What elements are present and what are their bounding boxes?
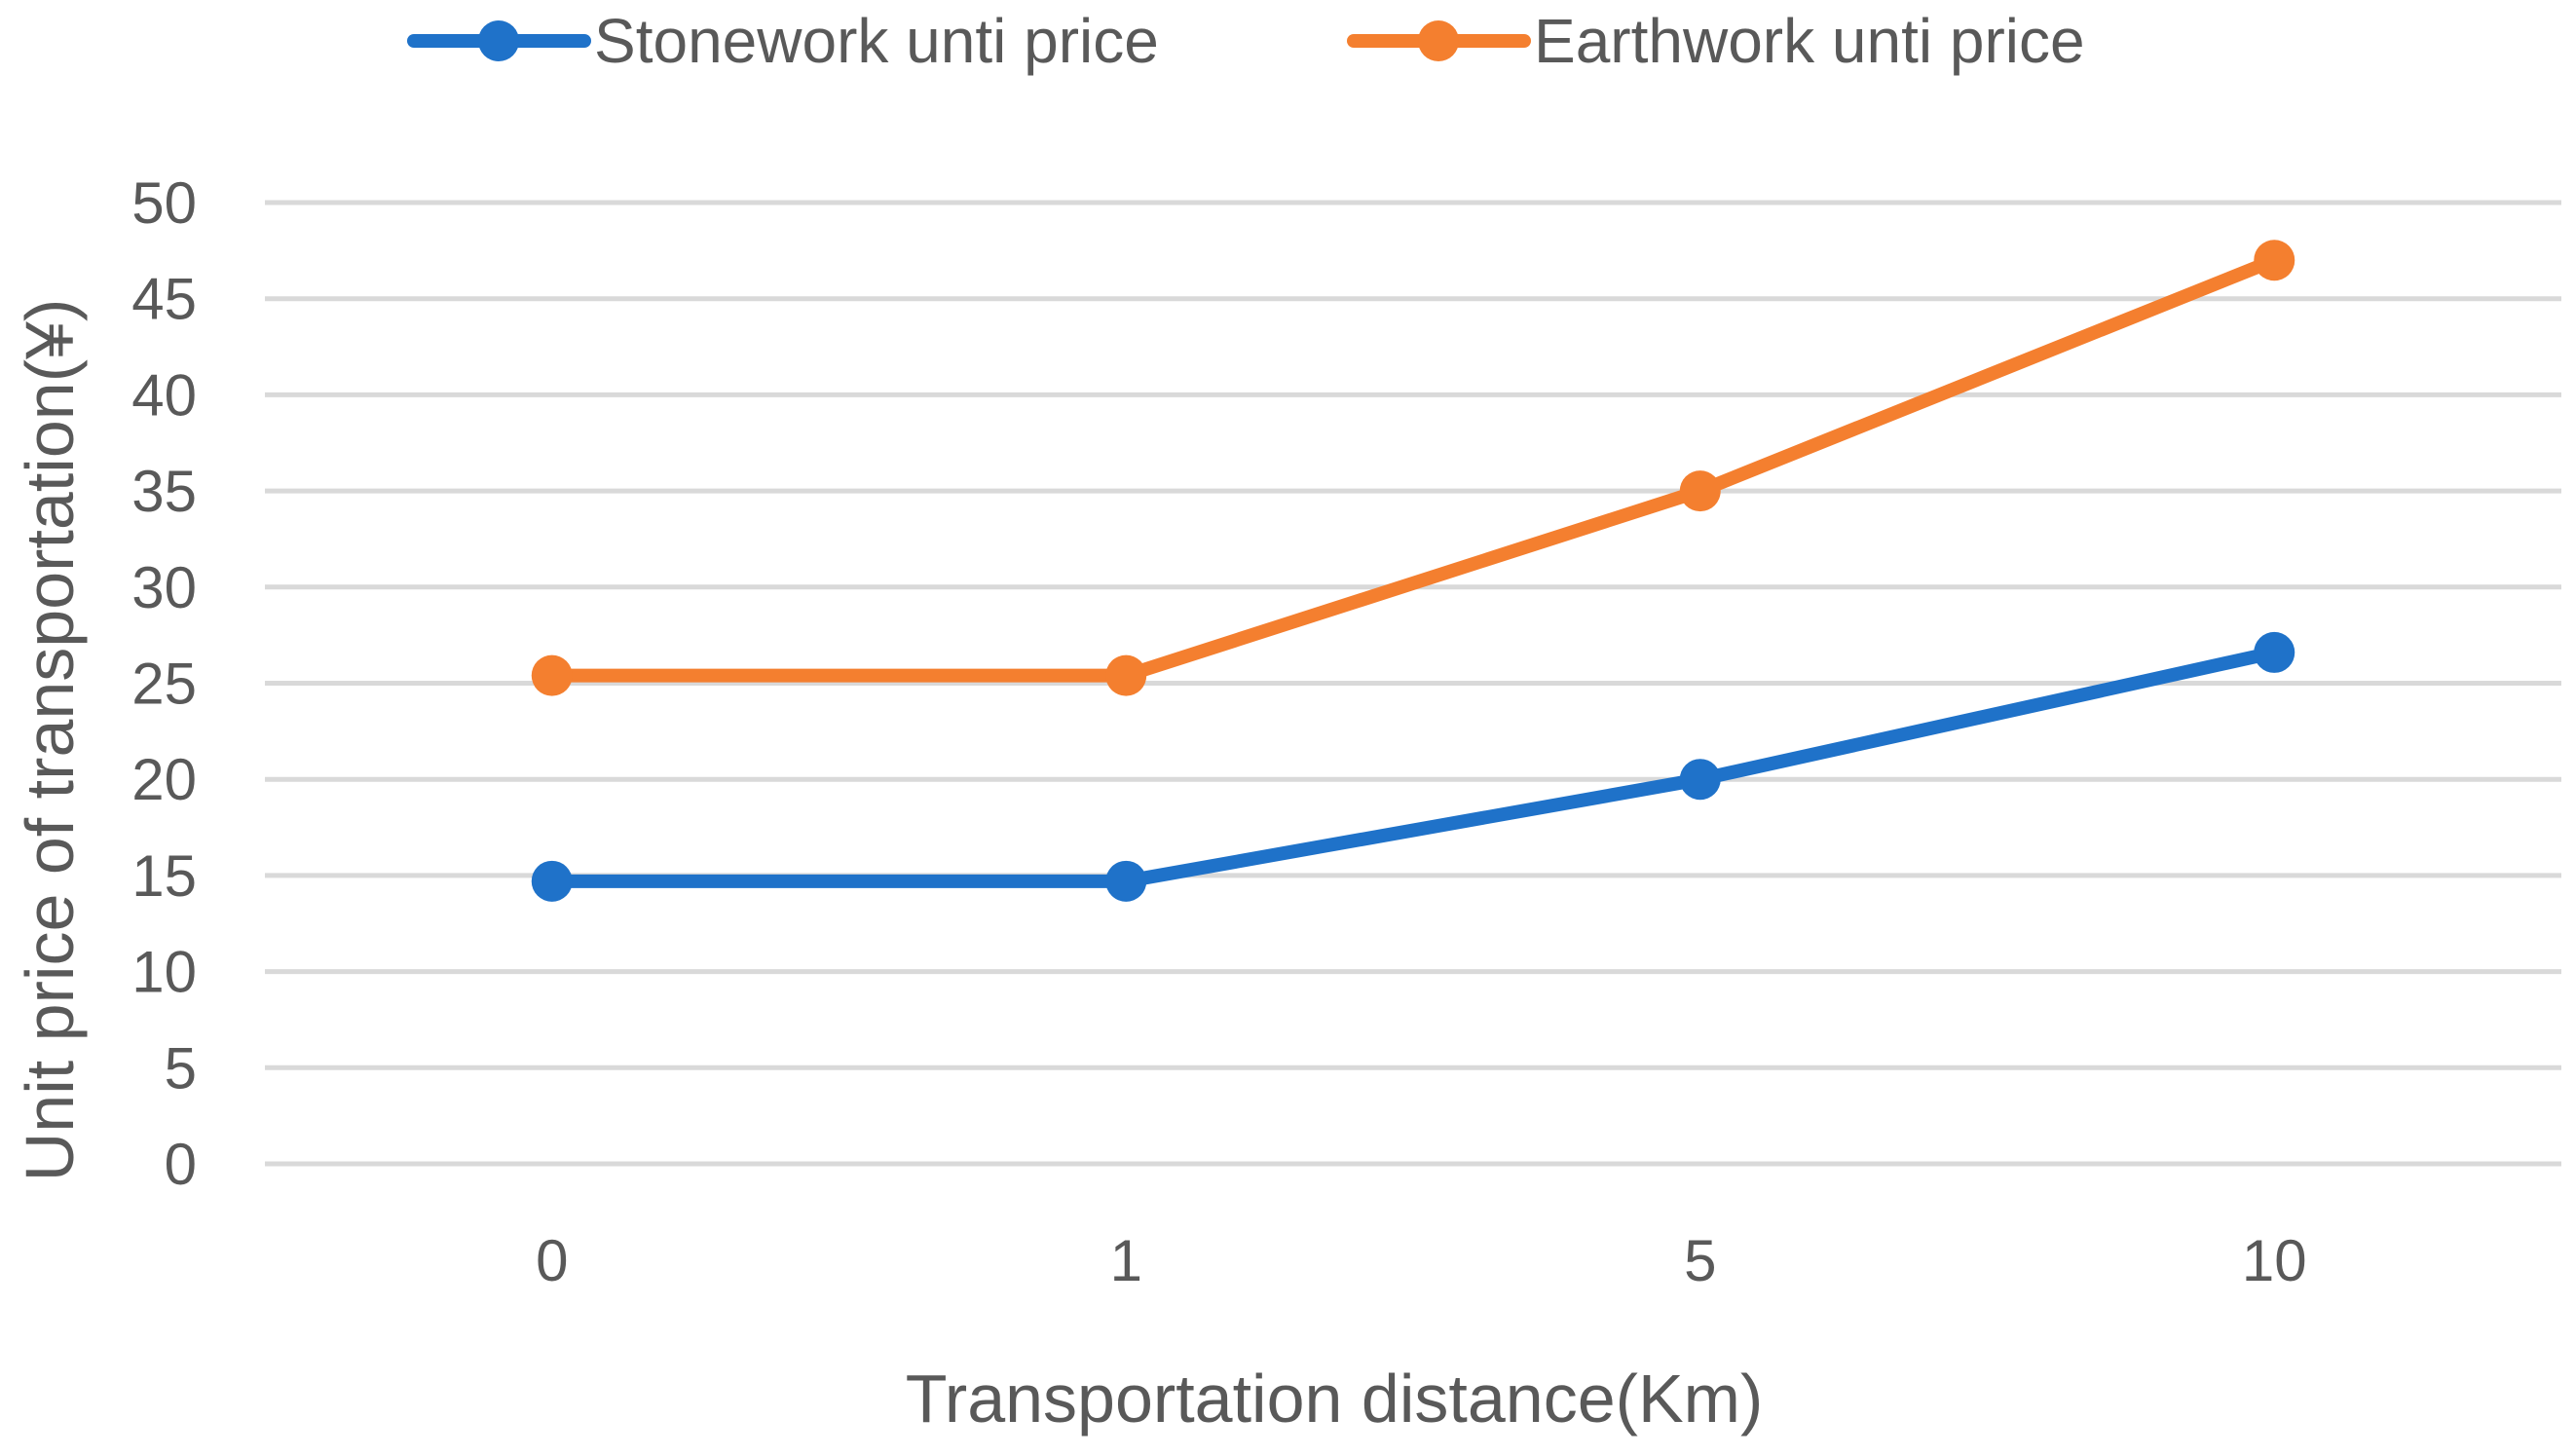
x-axis-title: Transportation distance(Km) <box>906 1361 1764 1437</box>
legend-label: Earthwork unti price <box>1534 6 2085 76</box>
legend-point-marker <box>478 20 519 61</box>
data-point <box>1105 860 1147 902</box>
data-point <box>1679 470 1721 512</box>
y-axis-ticks: 0 5 10 15 20 25 30 35 40 45 50 <box>131 170 197 1197</box>
y-tick-label: 20 <box>131 747 197 812</box>
y-tick-label: 0 <box>165 1132 197 1197</box>
y-tick-label: 45 <box>131 267 197 332</box>
y-tick-label: 30 <box>131 555 197 620</box>
legend-label: Stonework unti price <box>594 6 1159 76</box>
x-axis-ticks: 0 1 5 10 <box>536 1228 2307 1293</box>
data-point <box>531 860 573 902</box>
y-tick-label: 40 <box>131 362 197 428</box>
data-point <box>1679 759 1721 801</box>
gridlines <box>265 200 2561 1167</box>
y-tick-label: 25 <box>131 652 197 717</box>
data-point <box>2254 240 2295 281</box>
legend: Stonework unti price Earthwork unti price <box>407 6 2085 76</box>
y-tick-label: 35 <box>131 459 197 524</box>
data-point <box>2254 631 2295 673</box>
y-tick-label: 10 <box>131 940 197 1005</box>
y-axis-title: Unit price of transportation(¥) <box>12 299 88 1182</box>
series-layer <box>531 240 2295 902</box>
data-point <box>531 654 573 696</box>
legend-point-marker <box>1418 20 1459 61</box>
y-tick-label: 50 <box>131 170 197 236</box>
series-line <box>544 253 2282 683</box>
x-tick-label: 5 <box>1684 1228 1716 1293</box>
y-tick-label: 15 <box>131 843 197 909</box>
data-point <box>1105 654 1147 696</box>
series-line <box>544 645 2282 888</box>
x-tick-label: 0 <box>536 1228 568 1293</box>
y-tick-label: 5 <box>165 1035 197 1101</box>
x-tick-label: 10 <box>2242 1228 2307 1293</box>
x-tick-label: 1 <box>1110 1228 1142 1293</box>
